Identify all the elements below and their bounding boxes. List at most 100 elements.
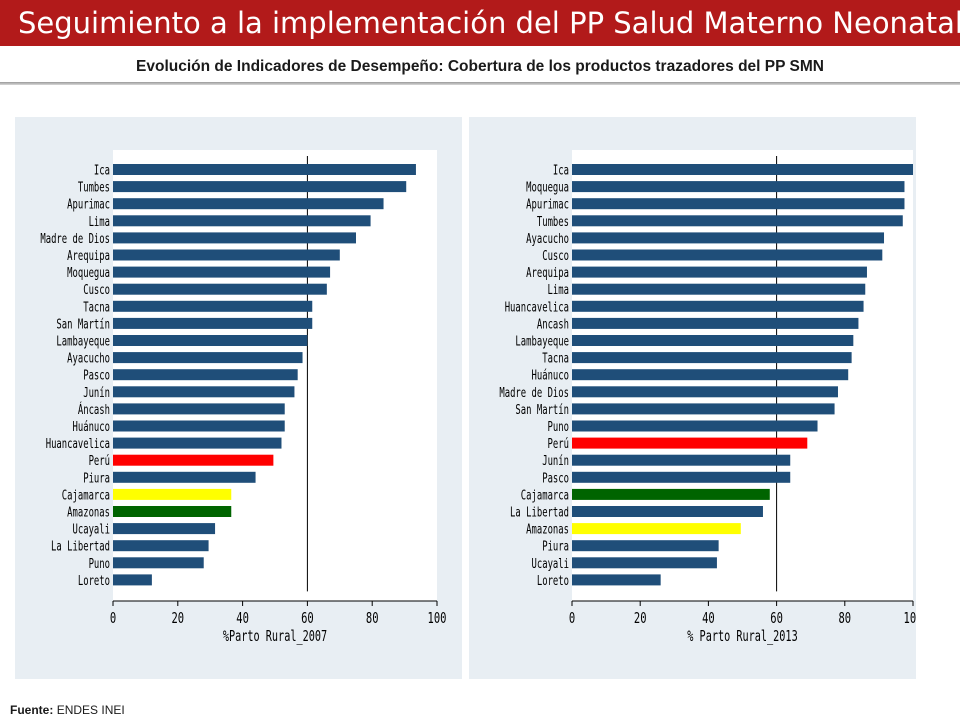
bar	[572, 420, 818, 432]
category-label: Ancash	[537, 315, 569, 332]
bar	[113, 420, 285, 432]
bar	[113, 198, 384, 210]
category-label: Cusco	[542, 247, 569, 264]
category-label: Apurimac	[67, 196, 110, 213]
category-label: Puno	[548, 418, 570, 435]
category-label: Amazonas	[67, 504, 110, 521]
bar	[572, 266, 867, 278]
bar	[113, 300, 313, 312]
bar	[572, 540, 719, 552]
bar	[113, 352, 303, 364]
page-title: Seguimiento a la implementación del PP S…	[18, 6, 960, 40]
bar	[113, 283, 327, 295]
x-tick-label: 0	[110, 610, 116, 627]
x-axis-label: % Parto Rural_2013	[687, 628, 797, 646]
source-text: ENDES INEI	[56, 703, 125, 717]
category-label: Lima	[548, 281, 569, 298]
category-label: Ayacucho	[526, 230, 569, 247]
bar	[572, 352, 852, 364]
bar	[113, 335, 308, 346]
bar	[572, 506, 763, 517]
category-label: Junín	[83, 384, 110, 401]
bar	[572, 386, 838, 398]
category-label: Tumbes	[78, 179, 110, 196]
bar	[572, 437, 808, 449]
x-tick-label: 60	[301, 610, 314, 627]
category-label: La Libertad	[510, 504, 569, 521]
chart-panel-2007: Ica Tumbes Apurimac Lima Madre de Dios Arequi…	[15, 117, 462, 679]
category-label: Apurimac	[526, 196, 569, 213]
category-label: Tacna	[542, 350, 569, 367]
bar	[572, 403, 835, 415]
x-tick-label: 0	[569, 610, 575, 627]
bar	[113, 403, 285, 415]
bar	[572, 471, 791, 483]
category-label: Madre de Dios	[40, 230, 110, 247]
bar	[572, 488, 770, 500]
category-label: Arequipa	[67, 247, 110, 264]
bar	[572, 198, 905, 210]
header-divider	[0, 82, 960, 85]
category-label: San Martín	[515, 401, 569, 418]
category-label: Huánuco	[531, 367, 569, 384]
bar	[572, 300, 864, 312]
bar	[113, 557, 204, 569]
category-label: Junín	[542, 452, 569, 469]
x-tick-label: 100	[904, 610, 916, 627]
category-label: Pasco	[83, 367, 110, 384]
bar	[572, 249, 883, 261]
bar	[572, 181, 905, 193]
x-tick-label: 20	[634, 610, 647, 627]
category-label: Piura	[542, 538, 569, 555]
x-tick-label: 40	[236, 610, 249, 627]
category-label: Puno	[89, 555, 111, 572]
bar	[113, 437, 282, 449]
bar	[572, 557, 717, 569]
bar	[113, 317, 313, 329]
source-note: Fuente: ENDES INEI	[10, 703, 125, 717]
bar	[572, 232, 885, 244]
bar	[113, 574, 152, 586]
category-label: Ica	[94, 162, 110, 179]
category-label: Piura	[83, 469, 110, 486]
bar	[113, 181, 407, 193]
category-label: Lambayeque	[515, 333, 569, 350]
bar	[113, 164, 416, 175]
bar	[572, 164, 913, 175]
category-label: Cajamarca	[62, 486, 110, 503]
category-label: Cusco	[83, 281, 110, 298]
bar	[572, 454, 791, 466]
category-label: Arequipa	[526, 264, 569, 281]
bar	[113, 523, 216, 535]
bar	[572, 369, 849, 381]
category-label: Moquegua	[526, 179, 569, 196]
bar	[113, 471, 256, 483]
category-label: Loreto	[537, 572, 569, 589]
bar	[113, 506, 232, 517]
title-bar: Seguimiento a la implementación del PP S…	[0, 0, 960, 46]
x-axis-label: %Parto Rural_2007	[223, 628, 327, 646]
category-label: Madre de Dios	[499, 384, 569, 401]
category-label: Huancavelica	[46, 435, 110, 452]
chart-panel-2013: Ica Moquegua Apurimac Tumbes Ayacucho Cusco Ar…	[469, 117, 916, 679]
bar	[572, 283, 866, 295]
bar	[113, 488, 232, 500]
bar	[572, 335, 854, 346]
category-label: Áncash	[78, 400, 110, 418]
bar	[113, 540, 209, 552]
bar	[572, 523, 741, 535]
bar	[113, 215, 371, 227]
bar	[113, 386, 295, 398]
bar	[113, 249, 340, 261]
category-label: Amazonas	[526, 521, 569, 538]
bar	[572, 317, 859, 329]
category-label: Lambayeque	[56, 333, 110, 350]
x-tick-label: 40	[702, 610, 715, 627]
x-tick-label: 60	[770, 610, 783, 627]
bar	[113, 232, 356, 244]
x-tick-label: 80	[366, 610, 379, 627]
category-label: Perú	[548, 435, 569, 452]
category-label: Cajamarca	[521, 486, 569, 503]
category-label: Pasco	[542, 469, 569, 486]
